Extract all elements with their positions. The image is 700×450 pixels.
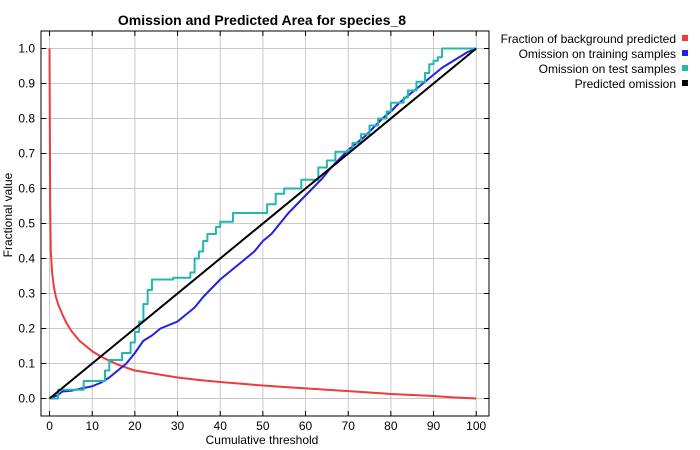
y-tick-label: 0.3	[18, 287, 35, 301]
y-tick-label: 0.8	[18, 112, 35, 126]
chart-title: Omission and Predicted Area for species_…	[118, 12, 406, 28]
legend-label-2: Omission on training samples	[519, 47, 676, 61]
y-tick-label: 0.2	[18, 322, 35, 336]
series-lines	[48, 47, 477, 400]
gridlines	[41, 31, 489, 416]
x-tick-label: 90	[427, 419, 441, 433]
x-tick-label: 30	[171, 419, 185, 433]
x-tick-label: 0	[46, 419, 53, 433]
legend-label-4: Predicted omission	[575, 77, 676, 91]
y-tick-label: 0.5	[18, 217, 35, 231]
y-tick-label: 0.7	[18, 147, 35, 161]
x-tick-label: 80	[384, 419, 398, 433]
y-tick-label: 0.9	[18, 77, 35, 91]
x-tick-label: 40	[214, 419, 228, 433]
legend-swatch-1	[682, 35, 688, 41]
x-tick-label: 100	[466, 419, 486, 433]
x-tick-label: 20	[128, 419, 142, 433]
legend-swatch-2	[682, 50, 688, 56]
x-axis-label: Cumulative threshold	[206, 433, 319, 447]
legend-label-1: Fraction of background predicted	[501, 32, 676, 46]
x-tick-label: 70	[342, 419, 356, 433]
x-tick-labels: 0 10 20 30 40 50 60 70 80 90 100	[46, 419, 486, 433]
y-tick-label: 0.4	[18, 252, 35, 266]
series-line-1	[48, 48, 477, 400]
axis-ticks	[41, 31, 489, 416]
series-line-4	[48, 47, 477, 400]
x-tick-label: 10	[86, 419, 100, 433]
y-tick-label: 0.1	[18, 357, 35, 371]
y-axis-label: Fractional value	[1, 172, 15, 257]
y-tick-labels: 0.0 0.1 0.2 0.3 0.4 0.5 0.6 0.7 0.8 0.9 1.0	[18, 42, 35, 406]
legend: Fraction of background predictedOmission…	[501, 32, 688, 91]
y-tick-label: 0.0	[18, 392, 35, 406]
x-tick-label: 60	[299, 419, 313, 433]
legend-swatch-4	[682, 80, 688, 86]
series-line-3	[49, 47, 477, 400]
legend-swatch-3	[682, 65, 688, 71]
y-tick-label: 0.6	[18, 182, 35, 196]
legend-label-3: Omission on test samples	[539, 62, 676, 76]
y-tick-label: 1.0	[18, 42, 35, 56]
x-tick-label: 50	[256, 419, 270, 433]
